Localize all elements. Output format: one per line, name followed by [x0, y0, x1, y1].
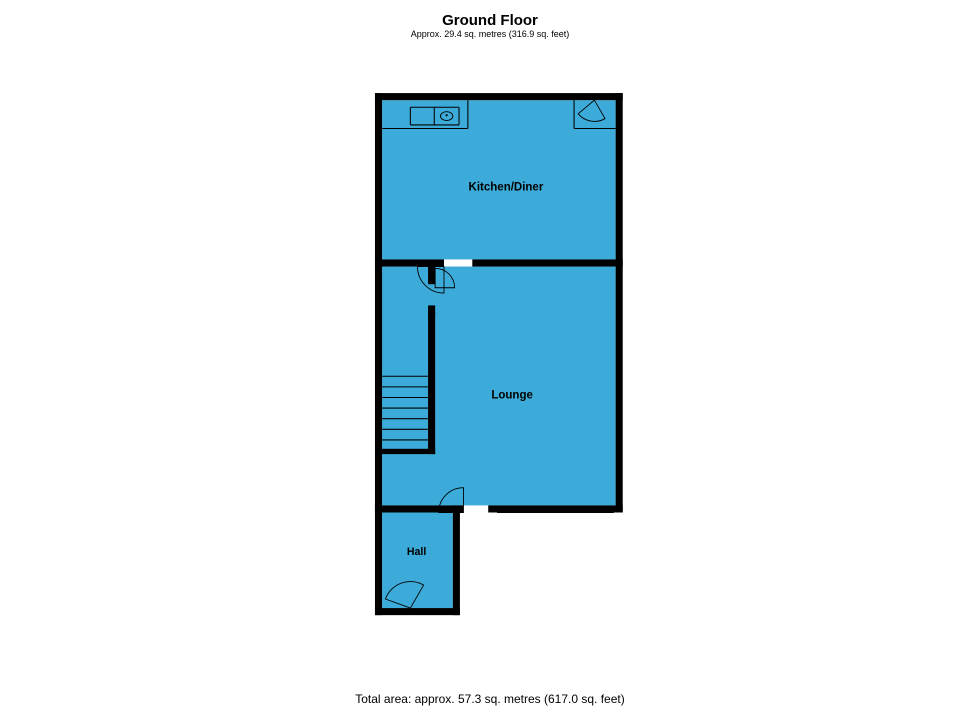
wall-segment	[375, 259, 444, 266]
total-area-line: Total area: approx. 57.3 sq. metres (617…	[0, 692, 980, 706]
sink-tap-icon	[446, 114, 448, 116]
wall-segment	[428, 313, 435, 455]
room-stairwell	[382, 316, 433, 452]
wall-segment	[382, 449, 435, 454]
wall-segment	[375, 93, 382, 512]
wall-segment	[375, 608, 460, 615]
wall-segment	[375, 505, 463, 512]
room-kitchen-diner	[382, 100, 616, 259]
room-label-lounge: Lounge	[491, 389, 533, 401]
room-label-hall: Hall	[407, 546, 427, 558]
wall-segment	[616, 93, 623, 512]
page-subtitle: Approx. 29.4 sq. metres (316.9 sq. feet)	[0, 29, 980, 39]
wall-segment	[375, 505, 382, 615]
room-lounge	[382, 267, 433, 317]
page-title: Ground Floor	[0, 0, 980, 29]
wall-segment	[472, 259, 622, 266]
wall-segment	[428, 267, 435, 285]
wall-segment	[375, 93, 623, 100]
room-label-kitchen-diner: Kitchen/Diner	[469, 181, 544, 193]
wall-segment	[428, 305, 435, 316]
wall-segment	[453, 505, 460, 615]
floorplan: Kitchen/Diner Lounge Hall	[0, 40, 980, 670]
